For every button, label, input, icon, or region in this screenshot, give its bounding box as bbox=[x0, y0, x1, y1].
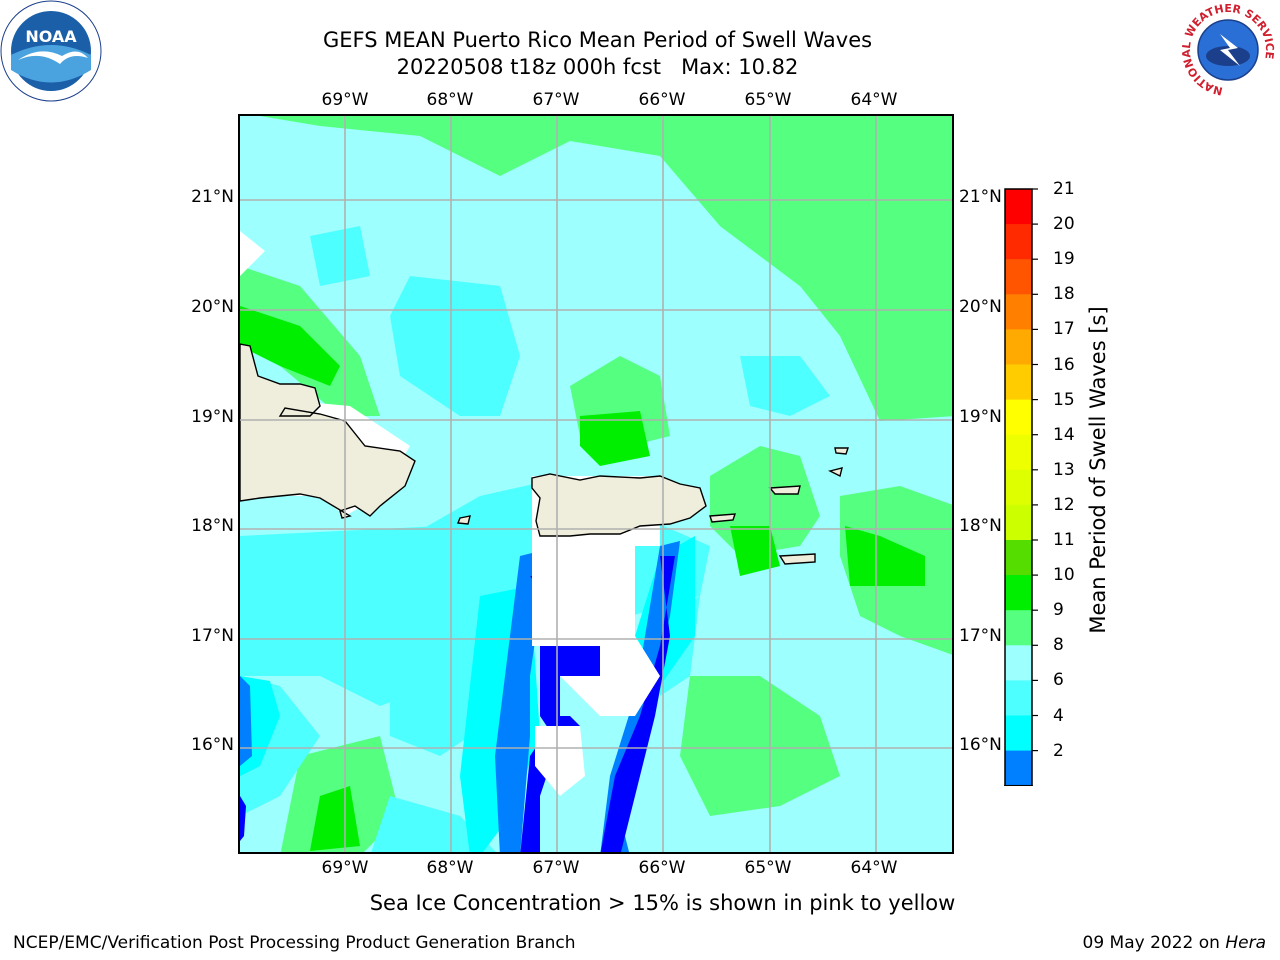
lon-label: 64°W bbox=[850, 90, 898, 110]
swell-period-map bbox=[240, 116, 952, 852]
lat-label: 19°N bbox=[959, 407, 1002, 427]
lon-label: 67°W bbox=[532, 90, 580, 110]
colorbar-bin bbox=[1005, 540, 1032, 576]
mona-island bbox=[457, 515, 471, 525]
colorbar-bin bbox=[1005, 224, 1032, 260]
map-title: GEFS MEAN Puerto Rico Mean Period of Swe… bbox=[322, 28, 873, 52]
lat-label: 17°N bbox=[959, 626, 1002, 646]
colorbar-bin bbox=[1005, 329, 1032, 365]
field-10-11s bbox=[240, 306, 925, 851]
colorbar-bin bbox=[1005, 680, 1032, 716]
lon-label: 69°W bbox=[321, 90, 369, 110]
lat-label: 16°N bbox=[959, 735, 1002, 755]
map-subtitle: 20220508 t18z 000h fcst Max: 10.82 bbox=[396, 55, 799, 79]
lon-label: 65°W bbox=[744, 90, 792, 110]
nws-logo: NATIONAL WEATHER SERVICE bbox=[1180, 2, 1276, 98]
virgin-islands bbox=[768, 485, 801, 495]
footer-date-text: 09 May 2022 on bbox=[1082, 933, 1220, 953]
lat-label: 18°N bbox=[959, 516, 1002, 536]
colorbar-tick-label: 14 bbox=[1053, 424, 1075, 445]
colorbar-bin bbox=[1005, 504, 1032, 541]
colorbar-bin bbox=[1005, 259, 1032, 295]
colorbar-bin bbox=[1005, 434, 1032, 471]
colorbar-tick-label: 12 bbox=[1053, 494, 1075, 515]
lon-label: 66°W bbox=[638, 90, 686, 110]
colorbar-tick-label: 11 bbox=[1053, 530, 1075, 550]
colorbar-tick-label: 15 bbox=[1053, 389, 1075, 410]
hispaniola-land bbox=[240, 343, 416, 519]
colorbar-tick-label: 2 bbox=[1053, 740, 1064, 761]
footer-credit: NCEP/EMC/Verification Post Processing Pr… bbox=[13, 933, 576, 953]
colorbar-tick-label: 17 bbox=[1053, 319, 1075, 340]
map-panel bbox=[238, 114, 954, 854]
colorbar-tick-label: 16 bbox=[1053, 354, 1075, 375]
colorbar-tick-label: 13 bbox=[1053, 459, 1075, 480]
colorbar-bin bbox=[1005, 610, 1032, 646]
colorbar-tick-label: 6 bbox=[1053, 670, 1064, 691]
colorbar-tick-label: 18 bbox=[1053, 284, 1075, 305]
colorbar-bin bbox=[1005, 399, 1032, 436]
graticule bbox=[240, 116, 952, 852]
colorbar-bin bbox=[1005, 294, 1032, 330]
lon-label: 64°W bbox=[850, 858, 898, 878]
lat-label: 21°N bbox=[959, 187, 1002, 207]
colorbar-bin bbox=[1005, 645, 1032, 681]
colorbar-bin bbox=[1005, 575, 1032, 611]
vieques-island bbox=[709, 513, 736, 523]
noaa-logo: NOAA bbox=[0, 0, 102, 102]
lon-label: 66°W bbox=[638, 858, 686, 878]
lon-label: 68°W bbox=[426, 90, 474, 110]
colorbar-bin bbox=[1005, 750, 1032, 786]
colorbar-bin bbox=[1005, 189, 1032, 225]
footer-host: Hera bbox=[1225, 933, 1266, 953]
lat-label: 18°N bbox=[191, 516, 234, 536]
colorbar-tick-label: 9 bbox=[1053, 600, 1064, 621]
colorbar-tick-label: 19 bbox=[1053, 249, 1075, 270]
lon-label: 68°W bbox=[426, 858, 474, 878]
st-croix-island bbox=[778, 553, 816, 565]
colorbar bbox=[1003, 188, 1038, 786]
lon-label: 69°W bbox=[321, 858, 369, 878]
anegada-island bbox=[834, 447, 849, 455]
lat-label: 20°N bbox=[959, 297, 1002, 317]
footer-date: 09 May 2022 on Hera bbox=[1083, 932, 1267, 954]
virgin-islands-small bbox=[827, 467, 843, 478]
colorbar-tick-label: 8 bbox=[1053, 635, 1064, 656]
noaa-logo-text: NOAA bbox=[25, 27, 77, 46]
colorbar-tick-label: 20 bbox=[1053, 214, 1075, 235]
colorbar-tick-label: 21 bbox=[1053, 179, 1075, 199]
lat-label: 19°N bbox=[191, 407, 234, 427]
lon-label: 67°W bbox=[532, 858, 580, 878]
lat-label: 16°N bbox=[191, 735, 234, 755]
colorbar-tick-label: 4 bbox=[1053, 705, 1064, 726]
lon-label: 65°W bbox=[744, 858, 792, 878]
lat-label: 21°N bbox=[191, 187, 234, 207]
colorbar-tick-label: 10 bbox=[1053, 565, 1075, 586]
sea-ice-note: Sea Ice Concentration > 15% is shown in … bbox=[369, 891, 956, 915]
lat-label: 20°N bbox=[191, 297, 234, 317]
colorbar-bin bbox=[1005, 715, 1032, 752]
colorbar-bin bbox=[1005, 364, 1032, 401]
lat-label: 17°N bbox=[191, 626, 234, 646]
colorbar-outline bbox=[1004, 188, 1033, 786]
colorbar-bin bbox=[1005, 469, 1032, 506]
colorbar-label: Mean Period of Swell Waves [s] bbox=[1086, 306, 1110, 634]
